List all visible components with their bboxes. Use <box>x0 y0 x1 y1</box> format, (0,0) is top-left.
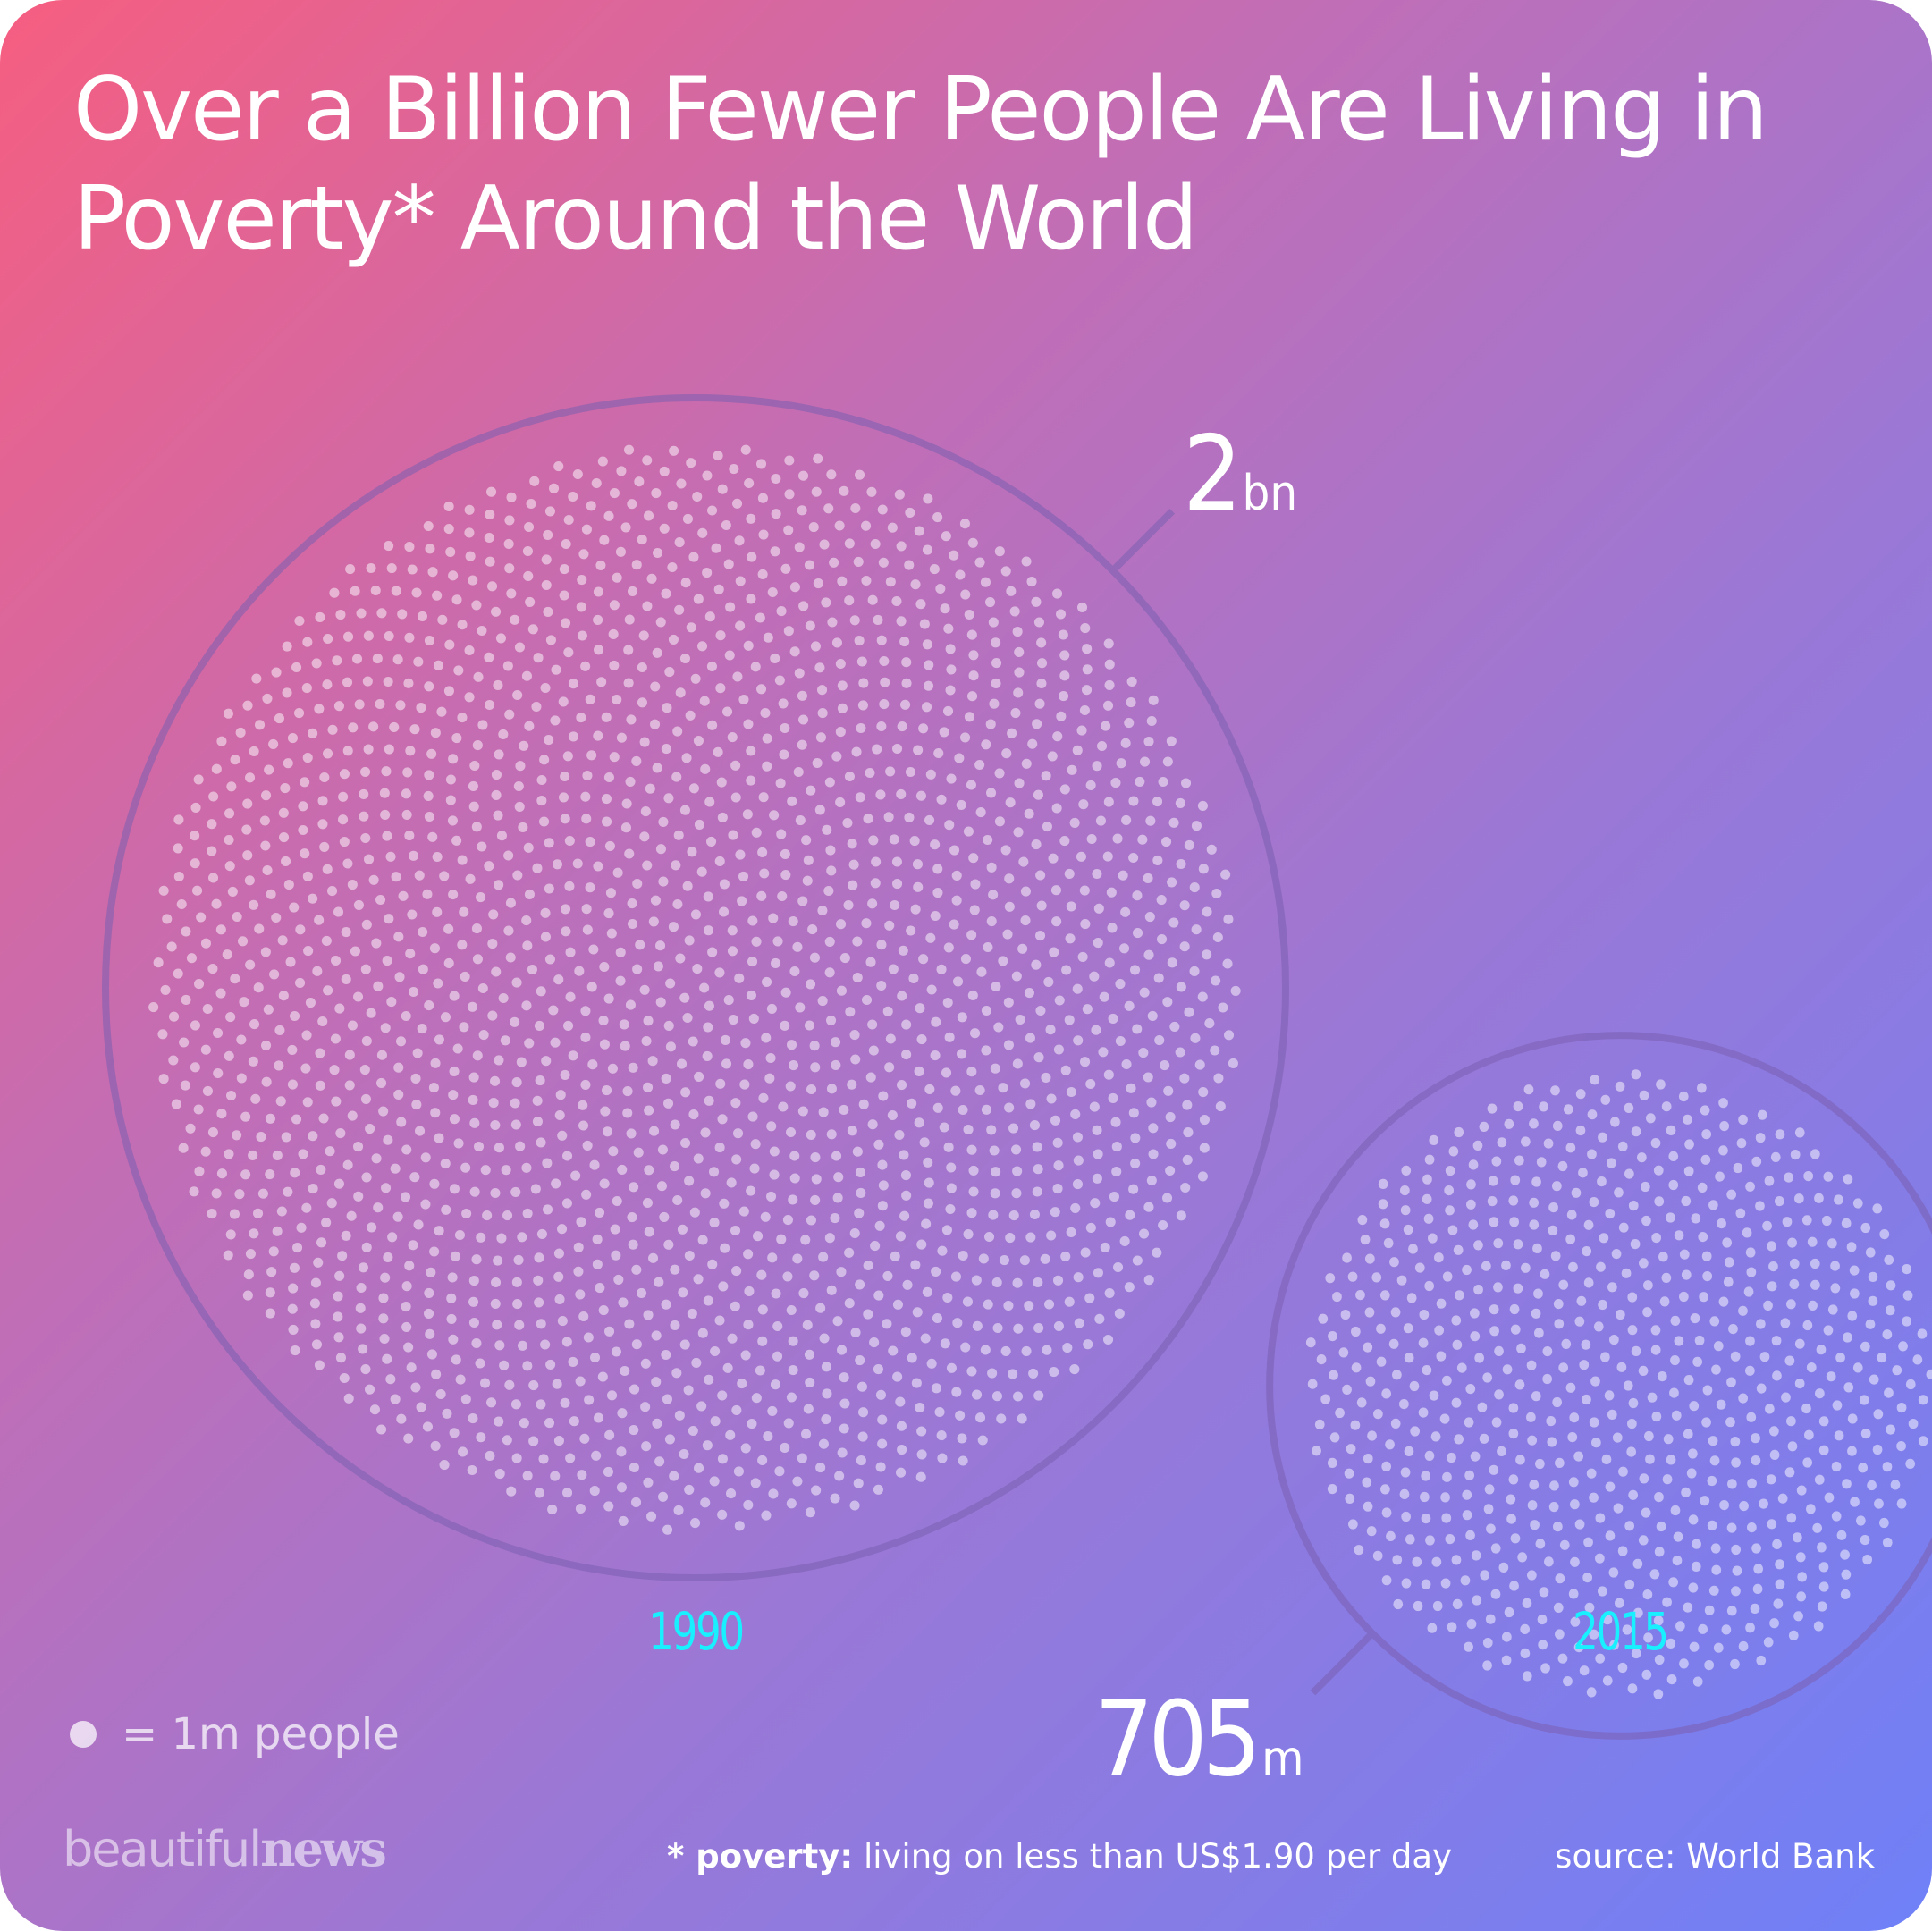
year-label-1990: 1990 <box>648 1603 743 1663</box>
source-note: source: World Bank <box>1555 1837 1875 1876</box>
bubble-ring-1990 <box>102 394 1289 1581</box>
brand-logo-light: beautiful <box>63 1821 262 1877</box>
footnote: * poverty: living on less than US$1.90 p… <box>667 1837 1452 1876</box>
bubble-ring-2015 <box>1266 1032 1932 1740</box>
value-number-1990: 2 <box>1183 414 1236 535</box>
value-unit-2015: m <box>1261 1731 1303 1787</box>
page-title: Over a Billion Fewer People Are Living i… <box>73 59 1768 270</box>
year-label-2015: 2015 <box>1573 1603 1667 1663</box>
value-label-1990: 2 bn <box>1112 414 1297 571</box>
brand-logo-bold: news <box>260 1820 387 1877</box>
legend-label: = 1m people <box>122 1709 400 1759</box>
footnote-term: * poverty: <box>667 1837 854 1876</box>
legend: = 1m people <box>70 1709 400 1759</box>
leader-line-2015 <box>1310 1633 1372 1696</box>
legend-dot-icon <box>70 1721 97 1748</box>
bubble-2015 <box>1266 1032 1932 1740</box>
leader-line-1990 <box>1112 509 1175 571</box>
footnote-definition: living on less than US$1.90 per day <box>863 1837 1452 1876</box>
value-text-1990: 2 bn <box>1183 414 1297 535</box>
value-unit-1990: bn <box>1243 465 1298 521</box>
value-label-2015: 705 m <box>1094 1633 1372 1800</box>
brand-logo: beautifulnews <box>63 1820 387 1877</box>
people-dots-2015 <box>1305 1069 1932 1699</box>
people-dots-1990 <box>148 444 1241 1535</box>
bubble-1990 <box>102 394 1289 1581</box>
value-text-2015: 705 m <box>1094 1680 1304 1800</box>
value-number-2015: 705 <box>1094 1680 1256 1800</box>
